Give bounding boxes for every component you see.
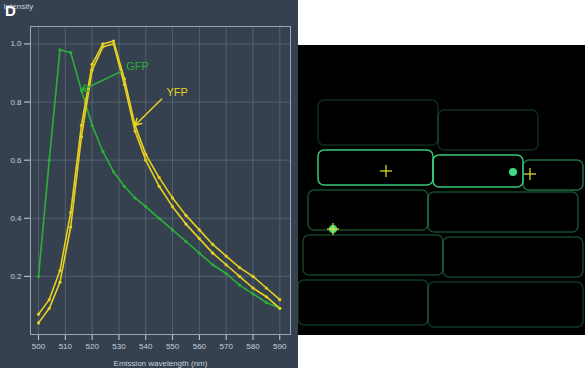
- svg-text:YFP: YFP: [167, 86, 188, 98]
- svg-text:510: 510: [59, 342, 73, 351]
- svg-text:540: 540: [139, 342, 153, 351]
- svg-text:1.0: 1.0: [10, 39, 22, 48]
- svg-text:570: 570: [219, 342, 233, 351]
- svg-text:590: 590: [273, 342, 287, 351]
- svg-text:0.8: 0.8: [10, 98, 22, 107]
- svg-text:Emission wavelength (nm): Emission wavelength (nm): [114, 359, 208, 368]
- svg-text:550: 550: [166, 342, 180, 351]
- svg-text:Intensity: Intensity: [4, 2, 34, 11]
- svg-text:500: 500: [32, 342, 46, 351]
- svg-text:530: 530: [112, 342, 126, 351]
- svg-text:520: 520: [85, 342, 99, 351]
- svg-text:560: 560: [193, 342, 207, 351]
- svg-text:GFP: GFP: [126, 60, 149, 72]
- svg-text:580: 580: [246, 342, 260, 351]
- svg-text:0.2: 0.2: [10, 272, 22, 281]
- svg-text:0.4: 0.4: [10, 214, 22, 223]
- svg-text:0.6: 0.6: [10, 156, 22, 165]
